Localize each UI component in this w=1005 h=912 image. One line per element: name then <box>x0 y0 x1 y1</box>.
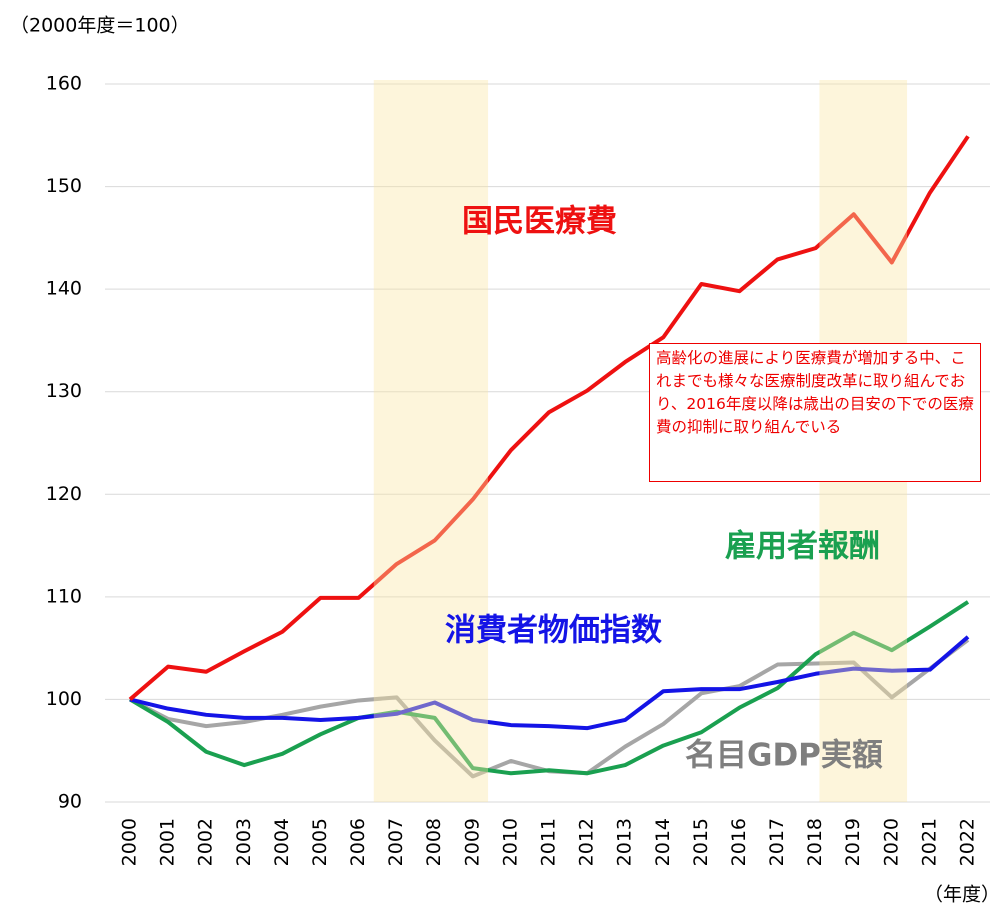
y-tick-label: 90 <box>58 791 82 813</box>
x-tick-label: 2008 <box>423 818 445 866</box>
x-tick-label: 2022 <box>957 818 979 866</box>
shaded-period <box>373 80 489 802</box>
series-label: 雇用者報酬 <box>725 529 880 565</box>
x-tick-label: 2004 <box>271 818 293 866</box>
x-tick-label: 2001 <box>157 818 179 866</box>
x-tick-label: 2019 <box>842 818 864 866</box>
x-tick-label: 2005 <box>309 818 331 866</box>
series-line <box>128 600 970 776</box>
x-tick-label: 2000 <box>119 818 141 866</box>
x-tick-label: 2009 <box>461 818 483 866</box>
y-axis-label: （2000年度＝100） <box>10 15 190 37</box>
y-tick-label: 120 <box>46 483 82 505</box>
x-tick-label: 2014 <box>652 818 674 866</box>
y-tick-label: 140 <box>46 278 82 300</box>
series-label: 国民医療費 <box>462 204 617 240</box>
x-tick-label: 2015 <box>690 818 712 866</box>
y-tick-label: 160 <box>46 73 82 95</box>
x-tick-label: 2012 <box>576 818 598 866</box>
y-tick-label: 150 <box>46 175 82 197</box>
x-tick-label: 2010 <box>499 818 521 866</box>
series-label: 消費者物価指数 <box>445 613 662 649</box>
y-tick-label: 100 <box>46 688 82 710</box>
x-tick-label: 2006 <box>347 818 369 866</box>
x-tick-label: 2020 <box>880 818 902 866</box>
x-tick-label: 2007 <box>385 818 407 866</box>
x-tick-label: 2017 <box>766 818 788 866</box>
series-label: 名目GDP実額 <box>685 738 883 774</box>
y-tick-label: 130 <box>46 380 82 402</box>
x-axis-label: （年度） <box>924 884 1000 906</box>
x-tick-label: 2003 <box>233 818 255 866</box>
x-tick-label: 2018 <box>804 818 826 866</box>
y-tick-label: 110 <box>46 585 82 607</box>
x-tick-label: 2016 <box>728 818 750 866</box>
annotation: 高齢化の進展により医療費が増加する中、これまでも様々な医療制度改革に取り組んでお… <box>649 343 981 482</box>
x-tick-label: 2011 <box>538 818 560 866</box>
x-tick-label: 2013 <box>614 818 636 866</box>
x-tick-label: 2021 <box>918 818 940 866</box>
x-tick-label: 2002 <box>195 818 217 866</box>
series-line <box>129 635 970 731</box>
series-line <box>128 135 970 701</box>
